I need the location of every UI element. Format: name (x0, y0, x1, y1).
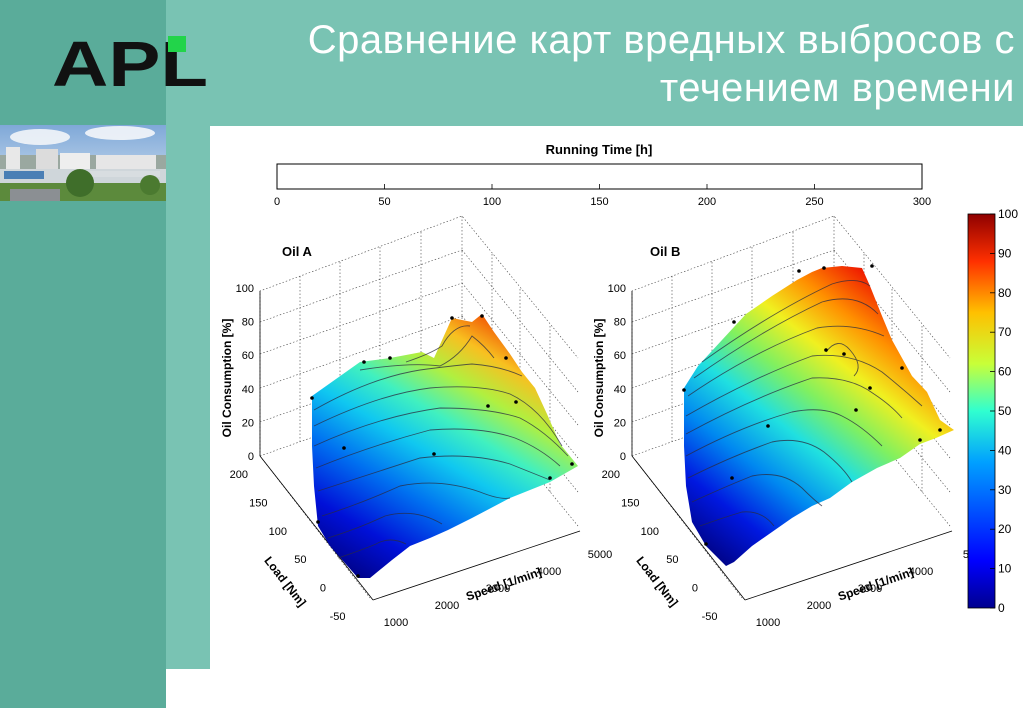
y-tick-label: 100 (641, 526, 659, 538)
plot-a-surface (312, 314, 578, 578)
colorbar-tick-label: 0 (998, 601, 1005, 615)
colorbar-tick-label: 40 (998, 443, 1012, 457)
y-tick-label: -50 (330, 611, 346, 623)
plot-a-x-ticks: 1000 2000 3000 4000 5000 (384, 549, 612, 629)
z-tick-label: 100 (236, 283, 254, 295)
x-tick-label: 4000 (909, 566, 933, 578)
z-tick-label: 60 (242, 350, 254, 362)
x-tick-label: 1000 (756, 617, 780, 629)
colorbar-tick-label: 20 (998, 522, 1012, 536)
plot-b-contours (685, 280, 923, 527)
x-tick-label: 2000 (807, 600, 831, 612)
running-time-tick-label: 0 (274, 196, 280, 208)
y-tick-label: 150 (249, 497, 267, 509)
colorbar-tick-label: 60 (998, 365, 1012, 379)
z-tick-label: 60 (614, 350, 626, 362)
plot-b-y-ticks: 200 150 100 50 0 -50 (602, 469, 718, 623)
x-tick-label: 3000 (486, 583, 510, 595)
apl-logo: APL (52, 32, 208, 90)
z-tick-label: 0 (248, 451, 254, 463)
colorbar-tick-label: 100 (998, 207, 1018, 221)
x-tick-label: 4000 (537, 566, 561, 578)
plot-b-z-label: Oil Consumption [%] (592, 319, 606, 438)
colorbar-tick-label: 70 (998, 325, 1012, 339)
slide-title: Сравнение карт вредных выбросов с течени… (215, 16, 1015, 112)
title-line-1: Сравнение карт вредных выбросов с (307, 18, 1015, 62)
plot-a-z-ticks: 0 20 40 60 80 100 (236, 283, 254, 463)
y-tick-label: 150 (621, 497, 639, 509)
running-time-tick-label: 300 (913, 196, 931, 208)
y-tick-label: 50 (294, 554, 306, 566)
z-tick-label: 20 (242, 417, 254, 429)
plot-a-contours (313, 325, 569, 559)
y-tick-label: -50 (702, 611, 718, 623)
z-tick-label: 20 (614, 417, 626, 429)
z-tick-label: 40 (242, 384, 254, 396)
plot-oil-a: Oil A Oil Consumption [%] Load [Nm] Spee… (220, 215, 612, 629)
plot-b-title: Oil B (650, 244, 680, 259)
running-time-ticks: 0 50 100 150 200 250 300 (274, 184, 931, 208)
running-time-axis: Running Time [h] 0 50 100 150 200 250 300 (274, 142, 931, 208)
colorbar-tick-label: 80 (998, 286, 1012, 300)
y-tick-label: 0 (320, 583, 326, 595)
running-time-tick-label: 250 (805, 196, 823, 208)
plot-a-y-ticks: 200 150 100 50 0 -50 (230, 469, 346, 623)
plot-b-markers (682, 264, 942, 546)
z-tick-label: 0 (620, 451, 626, 463)
y-tick-label: 200 (602, 469, 620, 481)
z-tick-label: 40 (614, 384, 626, 396)
header-band (166, 0, 1023, 126)
accent-strip (166, 126, 210, 669)
colorbar-tick-label: 30 (998, 483, 1012, 497)
x-tick-label: 2000 (435, 600, 459, 612)
x-tick-label: 5000 (588, 549, 612, 561)
y-tick-label: 100 (269, 526, 287, 538)
x-tick-label: 3000 (858, 583, 882, 595)
title-line-2: течением времени (659, 66, 1015, 110)
plot-a-markers (310, 314, 574, 578)
x-tick-label: 1000 (384, 617, 408, 629)
y-tick-label: 0 (692, 583, 698, 595)
y-tick-label: 200 (230, 469, 248, 481)
z-tick-label: 80 (242, 317, 254, 329)
sidebar-panel (0, 0, 166, 708)
plot-a-z-label: Oil Consumption [%] (220, 319, 234, 438)
running-time-tick-label: 200 (698, 196, 716, 208)
colorbar-tick-label: 50 (998, 404, 1012, 418)
colorbar-tick-label: 10 (998, 562, 1012, 576)
z-tick-label: 80 (614, 317, 626, 329)
emission-maps-figure: Running Time [h] 0 50 100 150 200 250 300 (210, 126, 1023, 708)
plot-b-surface (684, 266, 954, 566)
running-time-label: Running Time [h] (546, 142, 653, 157)
y-tick-label: 50 (666, 554, 678, 566)
logo-green-square (168, 36, 186, 52)
plot-a-title: Oil A (282, 244, 312, 259)
factory-photo (0, 125, 166, 201)
z-tick-label: 100 (608, 283, 626, 295)
running-time-tick-label: 150 (590, 196, 608, 208)
plot-oil-b: Oil B Oil Consumption [%] Load [Nm] Spee… (592, 215, 981, 629)
running-time-tick-label: 50 (378, 196, 390, 208)
plot-b-z-ticks: 0 20 40 60 80 100 (608, 283, 626, 463)
running-time-tick-label: 100 (483, 196, 501, 208)
colorbar-tick-label: 90 (998, 246, 1012, 260)
